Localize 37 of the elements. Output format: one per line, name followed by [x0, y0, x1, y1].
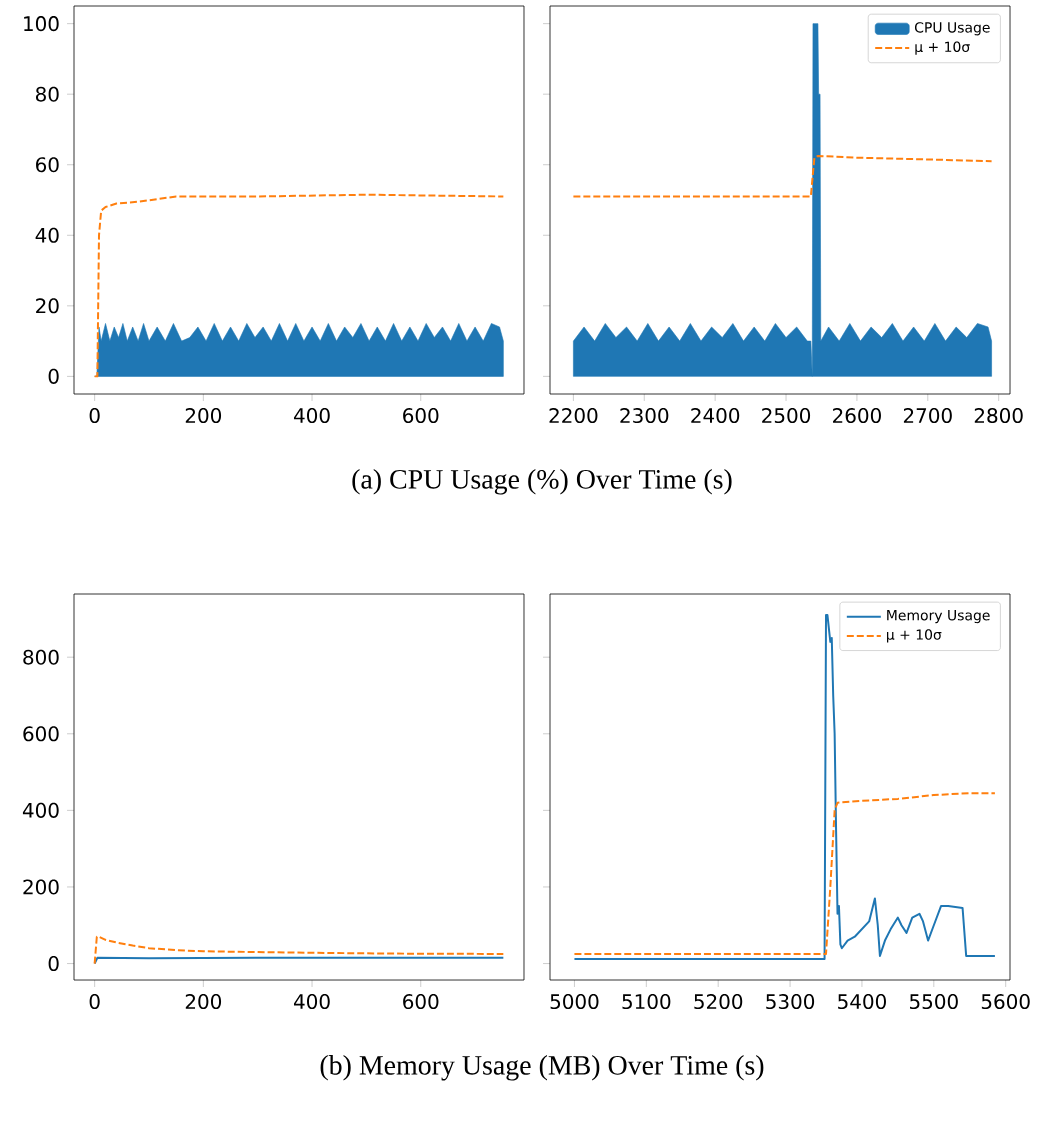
- x-tick-label: 2800: [974, 407, 1023, 424]
- x-tick-label: 600: [403, 408, 439, 424]
- x-tick-label: 600: [403, 994, 439, 1010]
- x-tick-label: 5300: [766, 994, 815, 1010]
- x-tick-label: 2300: [620, 407, 669, 424]
- x-tick-label: 2400: [691, 407, 740, 424]
- line-series: [93, 935, 505, 965]
- x-tick-label: 2200: [549, 407, 598, 424]
- x-tick-label: 2700: [903, 407, 952, 424]
- x-tick-label: 400: [293, 994, 330, 1010]
- x-tick-label: 200: [185, 408, 222, 424]
- x-tick-label: 200: [185, 994, 222, 1010]
- x-tick-label: 5000: [550, 994, 599, 1010]
- x-tick-label: 5100: [622, 994, 671, 1010]
- x-tick-label: 2500: [762, 407, 811, 424]
- y-tick-label: 0: [48, 368, 59, 384]
- text: (b) Memory Usage (MB) Over Time (s): [320, 1055, 764, 1081]
- y-tick-label: 400: [22, 802, 59, 818]
- x-tick-label: 400: [293, 408, 330, 424]
- line-series: [93, 193, 505, 378]
- y-tick-label: 600: [23, 726, 59, 742]
- y-tick-label: 20: [36, 298, 59, 314]
- x-tick-label: 5400: [838, 994, 886, 1010]
- y-tick-label: 80: [35, 86, 59, 102]
- x-tick-label: 0: [89, 994, 100, 1010]
- x-tick-label: 5600: [981, 994, 1030, 1010]
- x-tick-label: 5200: [694, 994, 743, 1010]
- y-tick-label: 60: [36, 157, 59, 173]
- x-tick-label: 5500: [910, 994, 958, 1010]
- y-tick-label: 800: [23, 649, 59, 665]
- y-tick-label: 0: [48, 955, 59, 972]
- x-tick-label: 0: [89, 408, 100, 424]
- text: (a) CPU Usage (%) Over Time (s): [352, 469, 732, 495]
- y-tick-label: 100: [24, 16, 59, 32]
- y-tick-label: 200: [23, 879, 59, 895]
- y-tick-label: 40: [35, 227, 59, 243]
- x-tick-label: 2600: [833, 407, 881, 424]
